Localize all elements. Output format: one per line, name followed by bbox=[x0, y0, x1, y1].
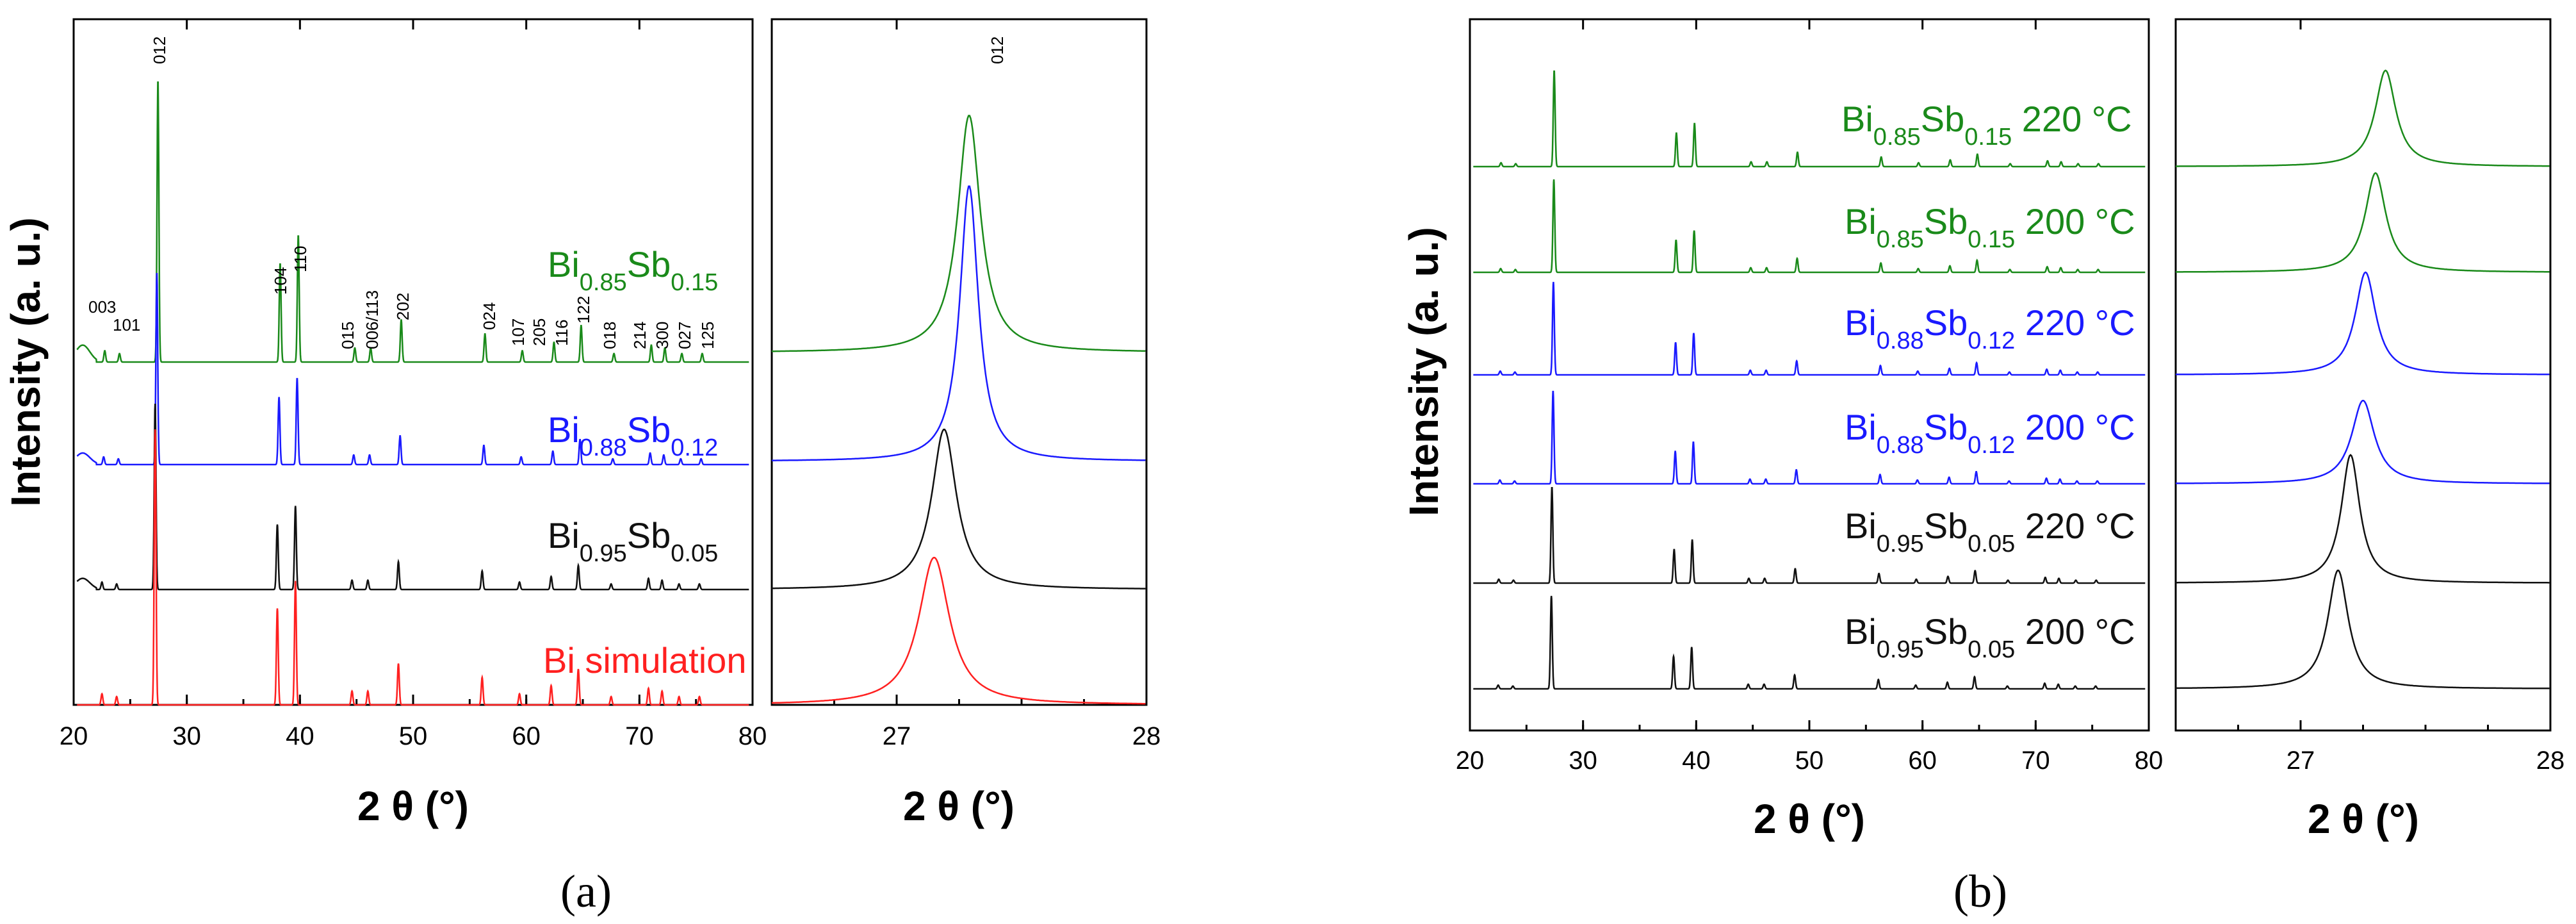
b-series-label-4: Bi0.95Sb0.05 220 °C bbox=[1845, 506, 2135, 557]
series-zoom-trace bbox=[2176, 454, 2550, 584]
series-label-bi085sb015: Bi0.85Sb0.15 bbox=[548, 244, 718, 296]
hkl-012: 012 bbox=[150, 37, 169, 64]
panel-b-zoom-x-axis-label: 2 θ (°) bbox=[2308, 796, 2419, 842]
panel-a-caption: (a) bbox=[560, 866, 612, 917]
series-zoom-trace bbox=[2176, 570, 2550, 689]
hkl-015: 015 bbox=[338, 322, 357, 349]
series-trace bbox=[76, 273, 749, 466]
x-tick-label: 80 bbox=[2135, 747, 2164, 775]
x-tick-label: 30 bbox=[1569, 747, 1597, 775]
panel-b-zoom-frame bbox=[2174, 18, 2552, 732]
series-trace bbox=[1473, 486, 2146, 584]
panel-a-hkl-labels: 003 101 012 104 110 015 006/113 202 024 … bbox=[88, 37, 1007, 349]
b-series-label-0: Bi0.85Sb0.15 220 °C bbox=[1841, 99, 2132, 151]
series-trace bbox=[77, 429, 749, 706]
panel-b-zoom-x-ticks: 27 28 bbox=[2174, 19, 2565, 775]
x-tick-label: 40 bbox=[1682, 747, 1711, 775]
x-tick-label: 50 bbox=[1795, 747, 1824, 775]
x-tick-label: 27 bbox=[883, 722, 911, 750]
series-trace bbox=[76, 81, 749, 363]
hkl-107: 107 bbox=[509, 318, 528, 346]
x-tick-label: 30 bbox=[172, 722, 201, 750]
series-zoom-trace bbox=[2176, 271, 2550, 375]
series-trace bbox=[1473, 281, 2146, 376]
panel-b-zoom-traces bbox=[2176, 69, 2550, 689]
x-tick-label: 70 bbox=[625, 722, 654, 750]
x-tick-label: 50 bbox=[399, 722, 428, 750]
panel-b-main-x-ticks: 20 30 40 50 60 70 80 bbox=[1456, 19, 2164, 775]
panel-a-zoom-frame bbox=[770, 18, 1148, 706]
b-series-label-1: Bi0.85Sb0.15 200 °C bbox=[1845, 201, 2135, 253]
panel-a-main-x-axis-label: 2 θ (°) bbox=[357, 783, 469, 829]
hkl-006-113: 006/113 bbox=[363, 290, 382, 349]
panel-b: Intensity (a. u.) 20 30 40 50 60 70 80 27 28 2 … bbox=[1401, 18, 2565, 917]
hkl-104: 104 bbox=[271, 267, 290, 295]
hkl-101: 101 bbox=[113, 315, 140, 334]
panel-a-main-traces bbox=[76, 81, 749, 706]
hkl-202: 202 bbox=[393, 293, 412, 320]
b-series-label-5: Bi0.95Sb0.05 200 °C bbox=[1845, 611, 2135, 663]
series-zoom-trace bbox=[2176, 172, 2550, 273]
b-series-label-3: Bi0.88Sb0.12 200 °C bbox=[1845, 407, 2135, 459]
panel-b-caption: (b) bbox=[1953, 866, 2007, 917]
panel-a-y-axis-label: Intensity (a. u.) bbox=[3, 217, 49, 507]
hkl-024: 024 bbox=[480, 302, 499, 330]
series-trace bbox=[1473, 179, 2146, 274]
panel-b-main-traces bbox=[1473, 70, 2146, 690]
series-label-bi095sb005: Bi0.95Sb0.05 bbox=[548, 515, 718, 567]
panel-a-main-x-ticks: 20 30 40 50 60 70 80 bbox=[60, 19, 767, 750]
hkl-122: 122 bbox=[574, 296, 593, 324]
x-tick-label: 40 bbox=[286, 722, 314, 750]
series-trace bbox=[1473, 70, 2146, 168]
x-tick-label: 80 bbox=[738, 722, 767, 750]
panel-b-y-axis-label: Intensity (a. u.) bbox=[1401, 227, 1447, 516]
series-zoom-trace bbox=[772, 429, 1146, 590]
panel-a-zoom-x-ticks: 27 28 bbox=[770, 19, 1161, 750]
series-trace bbox=[1473, 390, 2146, 485]
series-zoom-trace bbox=[772, 185, 1146, 461]
x-tick-label: 60 bbox=[512, 722, 541, 750]
hkl-125: 125 bbox=[698, 322, 717, 349]
hkl-205: 205 bbox=[530, 318, 549, 346]
x-tick-label: 60 bbox=[1908, 747, 1937, 775]
panel-a-zoom-traces bbox=[771, 115, 1146, 705]
x-tick-label: 28 bbox=[2536, 747, 2565, 775]
panel-a-zoom-x-axis-label: 2 θ (°) bbox=[903, 783, 1015, 829]
hkl-116: 116 bbox=[552, 320, 571, 346]
series-trace bbox=[76, 403, 749, 591]
panel-a: Intensity (a. u.) 20 30 40 50 60 70 80 27 28 2 … bbox=[3, 18, 1161, 917]
series-label-bi088sb012: Bi0.88Sb0.12 bbox=[548, 409, 718, 461]
hkl-110: 110 bbox=[291, 246, 310, 272]
series-zoom-trace bbox=[2176, 69, 2550, 167]
hkl-018: 018 bbox=[600, 322, 619, 349]
x-tick-label: 27 bbox=[2287, 747, 2315, 775]
x-tick-label: 28 bbox=[1132, 722, 1161, 750]
series-zoom-trace bbox=[771, 556, 1146, 705]
x-tick-label: 20 bbox=[1456, 747, 1485, 775]
series-trace bbox=[1473, 595, 2146, 690]
b-series-label-2: Bi0.88Sb0.12 220 °C bbox=[1845, 302, 2135, 354]
hkl-003: 003 bbox=[88, 297, 116, 317]
series-zoom-trace bbox=[772, 115, 1146, 352]
panel-b-main-x-axis-label: 2 θ (°) bbox=[1754, 796, 1865, 842]
hkl-300: 300 bbox=[653, 322, 672, 349]
series-label-bi-simulation: Bi simulation bbox=[543, 640, 746, 681]
hkl-214: 214 bbox=[630, 322, 649, 349]
hkl-027: 027 bbox=[675, 322, 694, 349]
x-tick-label: 20 bbox=[60, 722, 88, 750]
series-zoom-trace bbox=[2176, 399, 2550, 484]
x-tick-label: 70 bbox=[2021, 747, 2050, 775]
hkl-012-zoom: 012 bbox=[988, 37, 1007, 64]
